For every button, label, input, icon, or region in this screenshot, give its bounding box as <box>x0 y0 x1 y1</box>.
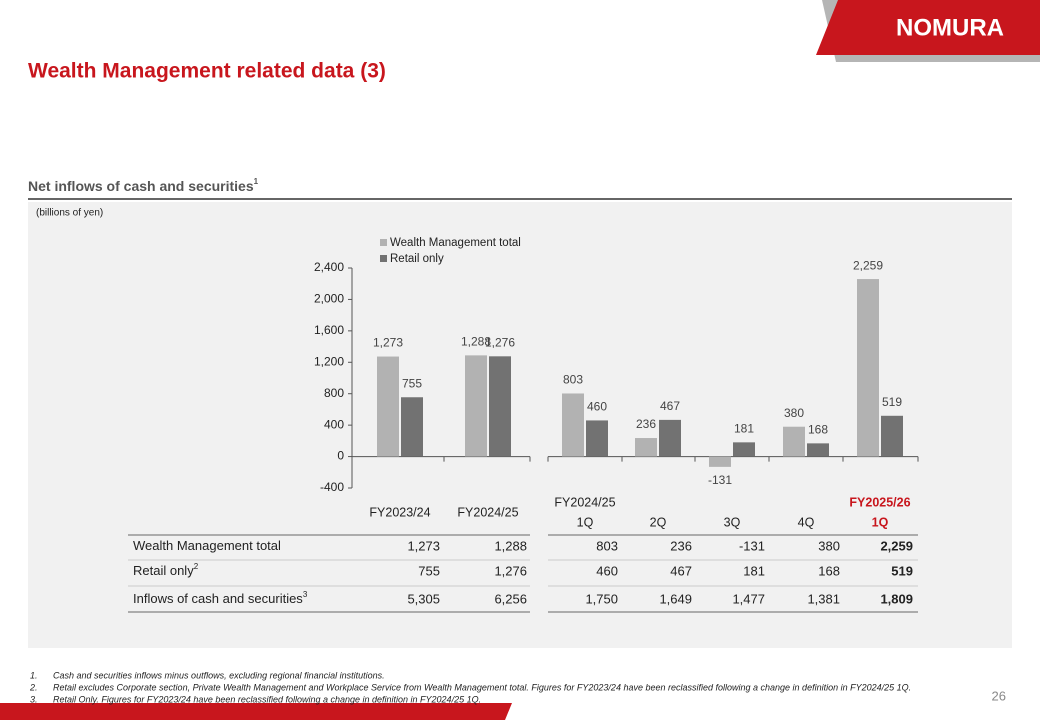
table-cell: 1,276 <box>494 563 527 578</box>
row-label: Wealth Management total <box>133 538 281 553</box>
footnote-text: Retail excludes Corporate section, Priva… <box>53 682 911 692</box>
data-label: 755 <box>402 376 422 390</box>
table-cell: 1,273 <box>407 538 440 553</box>
data-label: 519 <box>882 395 902 409</box>
bar <box>465 355 487 457</box>
bar <box>562 393 584 457</box>
table-cell: 1,477 <box>732 591 765 606</box>
x-tick-label: 2Q <box>650 515 667 529</box>
y-tick-label: 800 <box>324 386 344 400</box>
table-cell: 467 <box>670 563 692 578</box>
table-cell: 2,259 <box>880 538 913 553</box>
bar <box>401 397 423 457</box>
table-cell: 1,750 <box>585 591 618 606</box>
row-label-sup: 2 <box>194 562 199 571</box>
bar <box>586 420 608 457</box>
table-cell: 1,809 <box>880 591 913 606</box>
data-label: 1,273 <box>373 336 403 350</box>
table-cell: 6,256 <box>494 591 527 606</box>
footnote-number: 2. <box>29 682 38 692</box>
row-label-text: Wealth Management total <box>133 538 281 553</box>
footnote-number: 3. <box>30 694 38 704</box>
x-tick-label: 1Q <box>872 515 889 529</box>
footnote-text: Retail Only. Figures for FY2023/24 have … <box>53 694 481 704</box>
table-cell: 803 <box>596 538 618 553</box>
legend-swatch <box>380 239 387 246</box>
footnote-number: 1. <box>30 670 38 680</box>
row-label: Retail only2 <box>133 562 199 578</box>
data-label: 181 <box>734 422 754 436</box>
legend-label: Retail only <box>390 253 444 265</box>
bar <box>489 356 511 457</box>
bar <box>807 443 829 457</box>
data-label: 460 <box>587 400 607 414</box>
panel <box>28 202 1012 648</box>
data-label: 168 <box>808 423 828 437</box>
section-title: Net inflows of cash and securities1 <box>28 177 259 194</box>
table-cell: 1,649 <box>659 591 692 606</box>
table-cell: -131 <box>739 538 765 553</box>
x-tick-label: FY2024/25 <box>457 505 518 519</box>
bar <box>377 356 399 457</box>
bar <box>857 279 879 457</box>
bar <box>709 456 731 467</box>
table-cell: 1,381 <box>807 591 840 606</box>
page-number: 26 <box>992 688 1006 703</box>
bar <box>635 438 657 457</box>
unit-note: (billions of yen) <box>36 208 103 219</box>
table-cell: 236 <box>670 538 692 553</box>
slide-title: Wealth Management related data (3) <box>28 60 386 83</box>
table-cell: 168 <box>818 563 840 578</box>
category-group: FY2024/25 <box>554 495 615 509</box>
table-cell: 460 <box>596 563 618 578</box>
data-label: 1,276 <box>485 335 515 349</box>
footnote-text: Cash and securities inflows minus outflo… <box>53 670 385 680</box>
row-label-text: Inflows of cash and securities <box>133 591 303 606</box>
bar <box>783 426 805 457</box>
data-label: 803 <box>563 373 583 387</box>
legend-swatch <box>380 255 387 262</box>
table-cell: 181 <box>743 563 765 578</box>
table-cell: 755 <box>418 563 440 578</box>
data-label: 2,259 <box>853 258 883 272</box>
table-cell: 519 <box>891 563 913 578</box>
y-tick-label: 1,200 <box>314 354 344 368</box>
row-label-sup: 3 <box>303 590 308 599</box>
data-label: 236 <box>636 417 656 431</box>
table-cell: 1,288 <box>494 538 527 553</box>
data-label: 1,288 <box>461 335 491 349</box>
x-tick-label: 4Q <box>798 515 815 529</box>
x-tick-label: 1Q <box>577 515 594 529</box>
y-tick-label: 2,400 <box>314 260 344 274</box>
logo: NOMURA <box>896 14 1004 41</box>
row-label: Inflows of cash and securities3 <box>133 590 308 606</box>
legend-label: Wealth Management total <box>390 237 521 249</box>
bar <box>881 415 903 457</box>
bar <box>659 419 681 457</box>
table-cell: 380 <box>818 538 840 553</box>
table-cell: 5,305 <box>407 591 440 606</box>
data-label: 467 <box>660 399 680 413</box>
y-tick-label: 2,000 <box>314 292 344 306</box>
footer-band <box>0 703 512 720</box>
bar <box>733 442 755 457</box>
x-tick-label: 3Q <box>724 515 741 529</box>
y-tick-label: 0 <box>337 449 344 463</box>
data-label: -131 <box>708 473 732 487</box>
data-label: 380 <box>784 406 804 420</box>
section-title-sup: 1 <box>254 177 259 186</box>
y-tick-label: 1,600 <box>314 323 344 337</box>
row-label-text: Retail only <box>133 563 194 578</box>
section-title-text: Net inflows of cash and securities <box>28 178 254 194</box>
logo-band <box>816 0 1040 55</box>
y-tick-label: 400 <box>324 417 344 431</box>
category-group: FY2025/26 <box>849 495 910 509</box>
x-tick-label: FY2023/24 <box>369 505 430 519</box>
y-tick-label: -400 <box>320 480 344 494</box>
